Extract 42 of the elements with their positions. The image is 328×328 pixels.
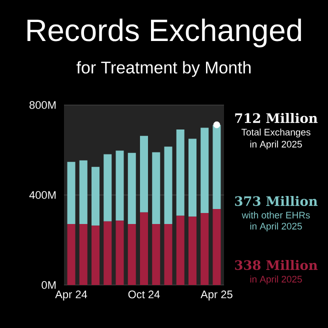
- text: with other EHRs: [242, 212, 310, 218]
- bar: [128, 152, 136, 224]
- bar: [79, 160, 88, 224]
- bar: [116, 220, 124, 285]
- bar: [164, 146, 172, 224]
- bar: [104, 154, 112, 222]
- bar: [188, 216, 196, 285]
- text: in April 2025: [250, 140, 302, 150]
- bar: [67, 162, 76, 224]
- text: 712 Million: [235, 112, 318, 124]
- bar: [152, 152, 160, 224]
- bar: [212, 125, 221, 209]
- text: 338 Million: [235, 260, 318, 270]
- bar: [79, 224, 88, 285]
- x-tick-label: Apr 24: [55, 290, 88, 300]
- bar: [212, 208, 221, 285]
- chart-title: Records Exchanged: [27, 18, 302, 48]
- bar: [176, 216, 184, 285]
- bar: [176, 130, 184, 216]
- text: in April 2025: [250, 222, 302, 232]
- text: in April 2025: [250, 276, 302, 284]
- y-tick-label: 400M: [29, 191, 56, 199]
- bar: [128, 224, 136, 285]
- bar: [140, 212, 148, 285]
- bar: [140, 136, 148, 212]
- bar: [92, 226, 100, 285]
- x-tick-label: Apr 25: [200, 290, 232, 300]
- bar: [200, 128, 209, 214]
- text: 373 Million: [235, 196, 318, 206]
- text: Total Exchanges: [241, 128, 310, 138]
- bar: [92, 166, 100, 226]
- chart-subtitle: for Treatment by Month: [76, 61, 251, 77]
- y-tick-label: 800M: [30, 101, 56, 109]
- bar: [152, 224, 160, 285]
- bar: [67, 224, 76, 285]
- x-tick-label: Oct 24: [128, 290, 160, 298]
- bar: [116, 150, 124, 221]
- bar: [188, 138, 196, 217]
- y-tick-label: 0M: [42, 281, 56, 289]
- bar: [164, 224, 172, 285]
- bar: [200, 213, 209, 285]
- bar: [104, 221, 112, 285]
